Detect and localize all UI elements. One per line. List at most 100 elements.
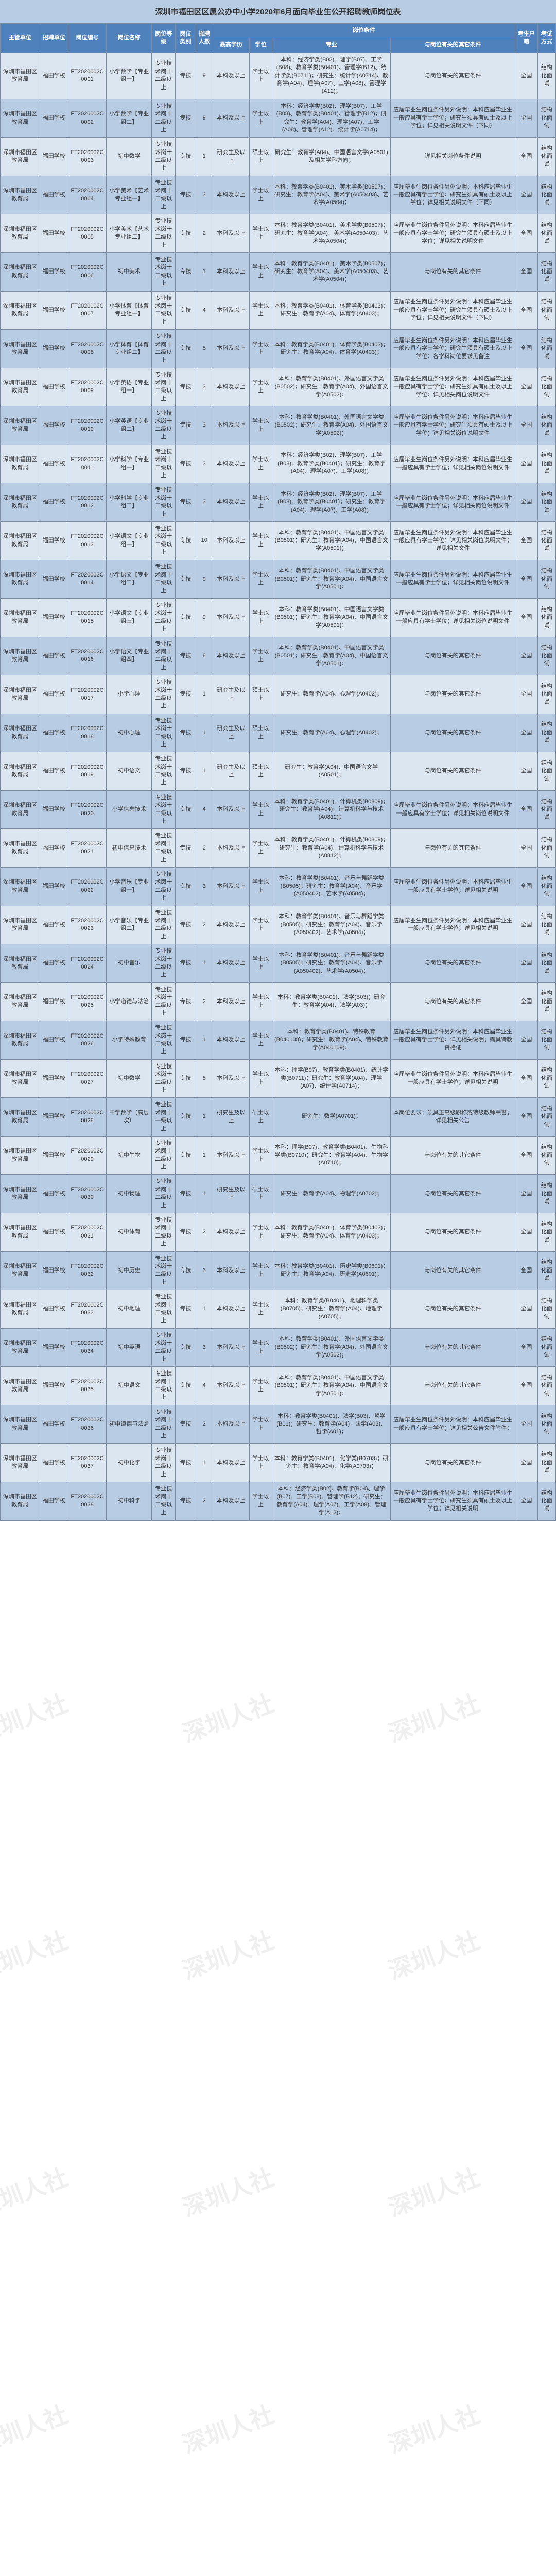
table-cell: 本科及以上 <box>213 560 249 599</box>
table-cell: 深圳市福田区教育局 <box>1 368 40 406</box>
table-cell: 学士以上 <box>250 829 272 868</box>
table-cell: 与岗位有关的其它条件 <box>391 53 515 99</box>
table-cell: FT2020002C0026 <box>68 1021 107 1060</box>
table-cell: 应届毕业生岗位条件另外说明：本科应届毕业生一般应具有学士学位；详见相关岗位说明文… <box>391 445 515 483</box>
table-cell: 应届毕业生岗位条件另外说明：本科应届毕业生一般应具有学士学位；研究生须具有硕士及… <box>391 214 515 253</box>
table-cell: 初中心理 <box>107 714 152 752</box>
table-cell: 学士以上 <box>250 1021 272 1060</box>
table-cell: 结构化面试 <box>537 406 555 445</box>
table-cell: 本科及以上 <box>213 906 249 944</box>
table-cell: 2 <box>196 1213 213 1252</box>
table-cell: 深圳市福田区教育局 <box>1 1328 40 1367</box>
table-cell: 深圳市福田区教育局 <box>1 406 40 445</box>
table-cell: 福田学校 <box>40 1213 68 1252</box>
table-cell: 小学语文【专业组四】 <box>107 637 152 675</box>
table-cell: 4 <box>196 291 213 330</box>
table-cell: 深圳市福田区教育局 <box>1 1098 40 1137</box>
table-cell: 专业技术岗十二级以上 <box>152 637 176 675</box>
table-cell: 全国 <box>515 368 537 406</box>
table-cell: 学士以上 <box>250 1251 272 1290</box>
table-cell: 应届毕业生岗位条件另外说明：本科应届毕业生一般应具有学士学位；详见相关说明 <box>391 906 515 944</box>
table-cell: 本科：教育学类(B0401)、特殊教育(B040108)；研究生：教育学(A04… <box>272 1021 391 1060</box>
table-cell: 本科及以上 <box>213 1213 249 1252</box>
table-cell: 初中数学 <box>107 1059 152 1098</box>
table-cell: 结构化面试 <box>537 138 555 176</box>
table-cell: 专业技术岗十二级以上 <box>152 829 176 868</box>
table-cell: 全国 <box>515 483 537 522</box>
table-cell: FT2020002C0017 <box>68 675 107 714</box>
table-cell: 研究生：教育学(A04)、中国语言文学(A0501)； <box>272 752 391 791</box>
table-cell: 深圳市福田区教育局 <box>1 1059 40 1098</box>
table-cell: 硕士以上 <box>250 1175 272 1213</box>
table-cell: 全国 <box>515 1213 537 1252</box>
table-cell: 专业技术岗十二级以上 <box>152 368 176 406</box>
table-cell: FT2020002C0019 <box>68 752 107 791</box>
table-cell: 硕士以上 <box>250 675 272 714</box>
table-row: 深圳市福田区教育局福田学校FT2020002C0001小学数学【专业组一】专业技… <box>1 53 556 99</box>
table-row: 深圳市福田区教育局福田学校FT2020002C0029初中生物专业技术岗十二级以… <box>1 1136 556 1175</box>
table-cell: 本科：经济学类(B02)、理学(B07)、工学(B08)、教育学类(B0401)… <box>272 445 391 483</box>
table-cell: 全国 <box>515 406 537 445</box>
col-deg: 学位 <box>250 38 272 53</box>
table-cell: 专业技术岗十二级以上 <box>152 1136 176 1175</box>
table-cell: 与岗位有关的其它条件 <box>391 944 515 983</box>
table-row: 深圳市福田区教育局福田学校FT2020002C0005小学美术【艺术专业组二】专… <box>1 214 556 253</box>
table-cell: 结构化面试 <box>537 1251 555 1290</box>
table-cell: 学士以上 <box>250 867 272 906</box>
table-cell: 本科：教育学类(B0401)、化学类(B0703)；研究生：教育学(A04)、化… <box>272 1444 391 1482</box>
table-cell: FT2020002C0033 <box>68 1290 107 1329</box>
table-cell: 结构化面试 <box>537 445 555 483</box>
table-cell: 福田学校 <box>40 176 68 214</box>
table-cell: 本科：教育学类(B0401)、中国语言文学类(B0501)；研究生：教育学(A0… <box>272 637 391 675</box>
table-cell: 研究生及以上 <box>213 138 249 176</box>
table-cell: 本科及以上 <box>213 368 249 406</box>
table-cell: FT2020002C0002 <box>68 99 107 138</box>
table-cell: 专业技术岗十二级以上 <box>152 445 176 483</box>
table-cell: 研究生：教育学(A04)、物理学(A0702)； <box>272 1175 391 1213</box>
table-cell: 学士以上 <box>250 53 272 99</box>
table-cell: 小学语文【专业组三】 <box>107 599 152 637</box>
table-cell: 全国 <box>515 790 537 829</box>
table-cell: 福田学校 <box>40 637 68 675</box>
table-cell: FT2020002C0037 <box>68 1444 107 1482</box>
table-cell: FT2020002C0028 <box>68 1098 107 1137</box>
table-cell: 本科：教育学类(B0401)、外国语言文学类(B0502)；研究生：教育学(A0… <box>272 406 391 445</box>
table-cell: 研究生及以上 <box>213 752 249 791</box>
table-cell: FT2020002C0032 <box>68 1251 107 1290</box>
table-cell: 应届毕业生岗位条件另外说明：本科应届毕业生一般应具有学士学位；详见相关岗位说明文… <box>391 790 515 829</box>
table-cell: 学士以上 <box>250 790 272 829</box>
table-cell: 全国 <box>515 1328 537 1367</box>
table-cell: 本科：教育学类(B0401)、美术学类(B0507)；研究生：教育学(A04)、… <box>272 252 391 291</box>
table-cell: 福田学校 <box>40 752 68 791</box>
table-row: 深圳市福田区教育局福田学校FT2020002C0031初中体育专业技术岗十二级以… <box>1 1213 556 1252</box>
table-cell: FT2020002C0020 <box>68 790 107 829</box>
table-cell: 本科及以上 <box>213 291 249 330</box>
table-cell: 小学心理 <box>107 675 152 714</box>
table-cell: 深圳市福田区教育局 <box>1 53 40 99</box>
table-cell: 专业技术岗十二级以上 <box>152 906 176 944</box>
table-cell: 本科：教育学类(B0401)、美术学类(B0507)；研究生：教育学(A04)、… <box>272 214 391 253</box>
table-cell: 福田学校 <box>40 1059 68 1098</box>
table-cell: 全国 <box>515 560 537 599</box>
table-cell: 本科：教育学类(B0401)、中国语言文学类(B0501)；研究生：教育学(A0… <box>272 1367 391 1405</box>
table-cell: 4 <box>196 790 213 829</box>
table-cell: 本科及以上 <box>213 53 249 99</box>
table-cell: 学士以上 <box>250 1444 272 1482</box>
table-cell: 硕士以上 <box>250 138 272 176</box>
table-cell: 结构化面试 <box>537 790 555 829</box>
table-cell: 专业技术岗十二级以上 <box>152 406 176 445</box>
table-cell: 结构化面试 <box>537 1136 555 1175</box>
table-cell: 初中信息技术 <box>107 829 152 868</box>
table-cell: 专技 <box>176 1021 196 1060</box>
table-cell: 与岗位有关的其它条件 <box>391 1444 515 1482</box>
table-cell: 专业技术岗十二级以上 <box>152 982 176 1021</box>
table-row: 深圳市福田区教育局福田学校FT2020002C0014小学语文【专业组二】专业技… <box>1 560 556 599</box>
table-cell: 学士以上 <box>250 982 272 1021</box>
table-cell: 全国 <box>515 1251 537 1290</box>
table-cell: 福田学校 <box>40 1482 68 1520</box>
table-cell: 本科及以上 <box>213 1021 249 1060</box>
table-cell: 学士以上 <box>250 1059 272 1098</box>
table-cell: 结构化面试 <box>537 1213 555 1252</box>
table-row: 深圳市福田区教育局福田学校FT2020002C0027初中数学专业技术岗十二级以… <box>1 1059 556 1098</box>
table-cell: 深圳市福田区教育局 <box>1 599 40 637</box>
